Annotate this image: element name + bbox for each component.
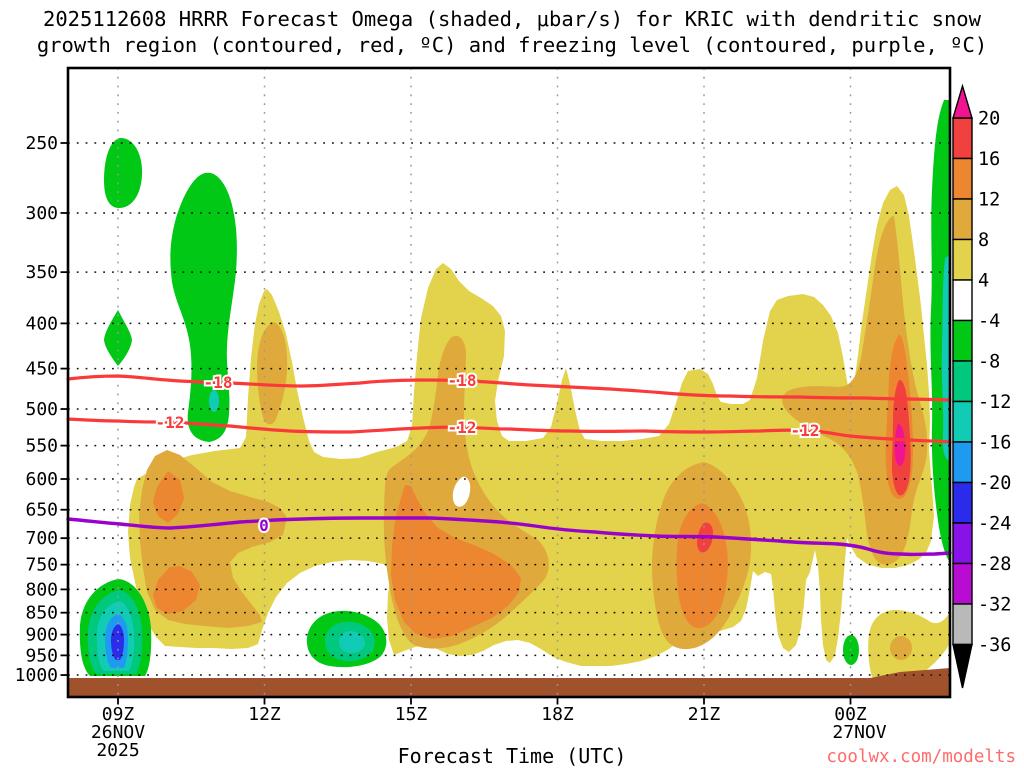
contour-lines bbox=[66, 374, 952, 557]
pressure-label-450: 450 bbox=[25, 359, 58, 380]
colorbar-label--36: -36 bbox=[978, 635, 1011, 656]
colorbar-label--12: -12 bbox=[978, 392, 1011, 413]
colorbar-box-1 bbox=[952, 157, 973, 200]
label-minus18-mid: -18 bbox=[448, 371, 477, 390]
time-label-21Z: 21Z bbox=[688, 704, 721, 725]
pressure-label-900: 900 bbox=[25, 625, 58, 646]
colorbar-label--20: -20 bbox=[978, 473, 1011, 494]
label-minus12-right: -12 bbox=[791, 421, 820, 440]
contour-line-minus12 bbox=[66, 417, 952, 444]
colorbar-box-3 bbox=[952, 238, 973, 281]
shade-darkorange-central-core bbox=[391, 485, 521, 639]
year-label: 2025 bbox=[96, 740, 139, 761]
contour-labels: -18 -18 -12 -12 -12 0 bbox=[154, 369, 822, 537]
colorbar-box-6 bbox=[952, 360, 973, 403]
pressure-label-600: 600 bbox=[25, 469, 58, 490]
horizontal-gridlines bbox=[68, 142, 950, 676]
pressure-label-550: 550 bbox=[25, 436, 58, 457]
colorbar-label--28: -28 bbox=[978, 554, 1011, 575]
pressure-label-350: 350 bbox=[25, 262, 58, 283]
shade-teal-speck-in-column bbox=[209, 390, 219, 412]
colorbar-box-12 bbox=[952, 603, 973, 646]
pressure-label-500: 500 bbox=[25, 399, 58, 420]
x-axis-title: Forecast Time (UTC) bbox=[398, 744, 627, 768]
shade-magenta-extreme-core bbox=[894, 424, 906, 466]
chart-title-line2: growth region (contoured, red, ºC) and f… bbox=[37, 33, 987, 57]
pressure-label-650: 650 bbox=[25, 500, 58, 521]
time-label-00Z: 00Z bbox=[834, 704, 867, 725]
colorbar-under-arrow bbox=[952, 643, 973, 689]
colorbar-box-9 bbox=[952, 481, 973, 524]
shade-darkorange-left-upper-core bbox=[153, 471, 184, 523]
date-label: 27NOV bbox=[832, 722, 886, 743]
colorbar-box-8 bbox=[952, 441, 973, 484]
time-label-12Z: 12Z bbox=[248, 704, 281, 725]
credit-watermark: coolwx.com/modelts bbox=[826, 747, 1016, 767]
shade-green-diamond bbox=[104, 310, 132, 366]
shade-turquoise-14z-core bbox=[339, 631, 365, 653]
colorbar-box-7 bbox=[952, 400, 973, 443]
time-label-09Z: 09Z bbox=[102, 704, 135, 725]
shade-orange-bottom-right-spot bbox=[890, 636, 912, 660]
colorbar-label-12: 12 bbox=[978, 190, 1000, 211]
pressure-label-750: 750 bbox=[25, 555, 58, 576]
plot-frame bbox=[66, 66, 952, 699]
pressure-label-700: 700 bbox=[25, 528, 58, 549]
colorbar-label-4: 4 bbox=[978, 271, 989, 292]
shaded-omega-field bbox=[79, 100, 950, 677]
colorbar-label-16: 16 bbox=[978, 149, 1000, 170]
pressure-label-800: 800 bbox=[25, 579, 58, 600]
label-freezing-zero: 0 bbox=[259, 516, 269, 535]
pressure-label-850: 850 bbox=[25, 603, 58, 624]
colorbar-box-10 bbox=[952, 522, 973, 565]
colorbar-label--16: -16 bbox=[978, 433, 1011, 454]
time-label-15Z: 15Z bbox=[395, 704, 428, 725]
contour-line-minus18 bbox=[66, 374, 952, 402]
shade-white-hole bbox=[452, 476, 471, 507]
contour-line-freezing bbox=[66, 516, 952, 557]
shade-teal-right-edge-inner bbox=[941, 255, 950, 461]
pressure-label-1000: 1000 bbox=[15, 665, 58, 686]
terrain-strip bbox=[68, 668, 950, 696]
label-minus18-left: -18 bbox=[204, 373, 233, 392]
colorbar-box-4 bbox=[952, 279, 973, 322]
chart-title-line1: 2025112608 HRRR Forecast Omega (shaded, … bbox=[43, 7, 982, 31]
shade-darkorange-21z-core bbox=[676, 503, 728, 629]
omega-colorbar: 20 16 12 8 4 -4 -8 -12 -16 -20 -24 -28 -32 -36 bbox=[952, 83, 1011, 689]
pressure-label-250: 250 bbox=[25, 133, 58, 154]
colorbar-box-0 bbox=[952, 117, 973, 160]
date-label: 26NOV bbox=[91, 722, 145, 743]
label-minus12-mid: -12 bbox=[448, 418, 477, 437]
shade-orange-12z-core bbox=[257, 322, 288, 425]
pressure-label-400: 400 bbox=[25, 313, 58, 334]
pressure-label-950: 950 bbox=[25, 645, 58, 666]
colorbar-label--8: -8 bbox=[978, 352, 1000, 373]
shade-green-tall-column bbox=[170, 172, 237, 442]
label-minus12-left: -12 bbox=[156, 413, 185, 432]
colorbar-box-5 bbox=[952, 319, 973, 362]
time-label-18Z: 18Z bbox=[541, 704, 574, 725]
colorbar-box-2 bbox=[952, 198, 973, 241]
colorbar-label-8: 8 bbox=[978, 230, 989, 251]
colorbar-label--4: -4 bbox=[978, 311, 1000, 332]
pressure-axis: 2503003504004505005506006507007508008509… bbox=[15, 133, 68, 686]
pressure-label-300: 300 bbox=[25, 203, 58, 224]
shade-green-upper-left-blob bbox=[104, 137, 143, 208]
colorbar-label--24: -24 bbox=[978, 514, 1011, 535]
colorbar-label--32: -32 bbox=[978, 595, 1011, 616]
colorbar-over-arrow bbox=[952, 83, 973, 119]
shade-darkorange-left-lower-core bbox=[153, 566, 200, 614]
colorbar-box-11 bbox=[952, 562, 973, 605]
colorbar-label-20: 20 bbox=[978, 109, 1000, 130]
shade-deepblue-ascent-core bbox=[111, 624, 124, 660]
